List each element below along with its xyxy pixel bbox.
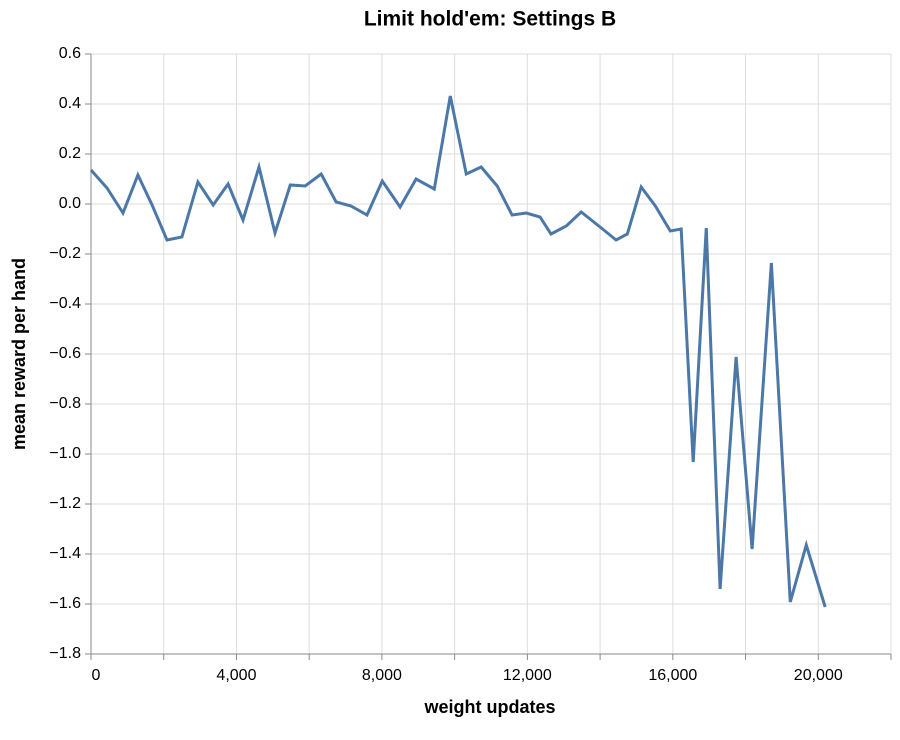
y-tick-label: −1.0 [49,445,81,462]
y-tick-label: −1.8 [49,645,81,662]
y-tick-label: −0.6 [49,345,81,362]
data-line [89,95,827,608]
y-tick-label: 0.6 [59,45,81,62]
y-tick-label: −0.2 [49,245,81,262]
y-tick-label: −0.8 [49,395,81,412]
y-tick-label: 0.4 [59,95,81,112]
y-tick-label: 0.0 [59,195,81,212]
x-axis-label: weight updates [423,697,555,717]
x-tick-label: 12,000 [503,667,552,684]
chart-title: Limit hold'em: Settings B [364,8,616,31]
y-tick-label: −1.6 [49,595,81,612]
y-tick-label: −1.4 [49,545,81,562]
y-tick-label: 0.2 [59,145,81,162]
x-tick-label: 20,000 [794,667,843,684]
x-tick-label: 0 [92,667,101,684]
y-tick-label: −0.4 [49,295,81,312]
y-axis-label: mean reward per hand [9,258,29,450]
y-tick-label: −1.2 [49,495,81,512]
x-tick-label: 4,000 [216,667,256,684]
x-tick-label: 16,000 [648,667,697,684]
x-tick-label: 8,000 [362,667,402,684]
